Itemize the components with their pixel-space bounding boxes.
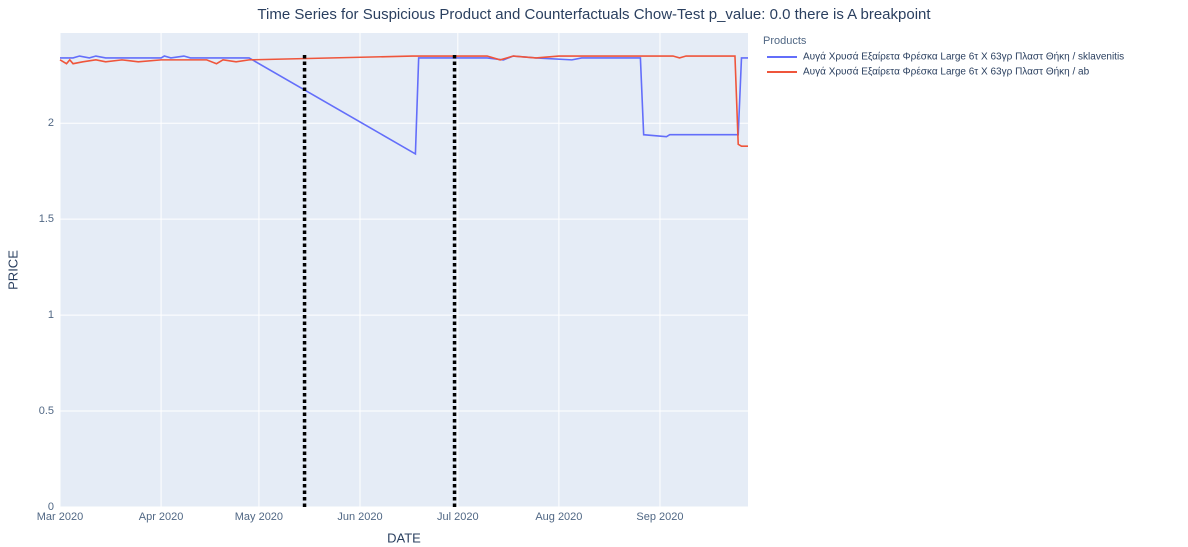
- legend-label: Αυγά Χρυσά Εξαίρετα Φρέσκα Large 6τ Χ 63…: [803, 51, 1124, 63]
- chart-title: Time Series for Suspicious Product and C…: [257, 6, 931, 23]
- x-tick-label: Sep 2020: [636, 511, 683, 523]
- x-tick-label: May 2020: [235, 511, 283, 523]
- y-tick-label: 0.5: [39, 405, 54, 417]
- grid: [59, 33, 748, 508]
- legend-label: Αυγά Χρυσά Εξαίρετα Φρέσκα Large 6τ Χ 63…: [803, 66, 1090, 78]
- y-tick-label: 1: [48, 309, 54, 321]
- legend-title: Products: [763, 35, 807, 47]
- marks: [59, 55, 748, 507]
- y-tick-label: 0: [48, 501, 54, 513]
- x-tick-label: Mar 2020: [37, 511, 83, 523]
- y-tick-label: 2: [48, 117, 54, 129]
- x-tick-label: Jun 2020: [337, 511, 382, 523]
- x-tick-label: Jul 2020: [437, 511, 479, 523]
- series-line: [59, 55, 748, 148]
- x-tick-label: Aug 2020: [535, 511, 582, 523]
- y-tick-label: 1.5: [39, 213, 54, 225]
- plot-area: [60, 33, 748, 507]
- x-tick-label: Apr 2020: [139, 511, 184, 523]
- y-axis-label: PRICE: [5, 250, 20, 290]
- x-axis-label: DATE: [387, 530, 421, 545]
